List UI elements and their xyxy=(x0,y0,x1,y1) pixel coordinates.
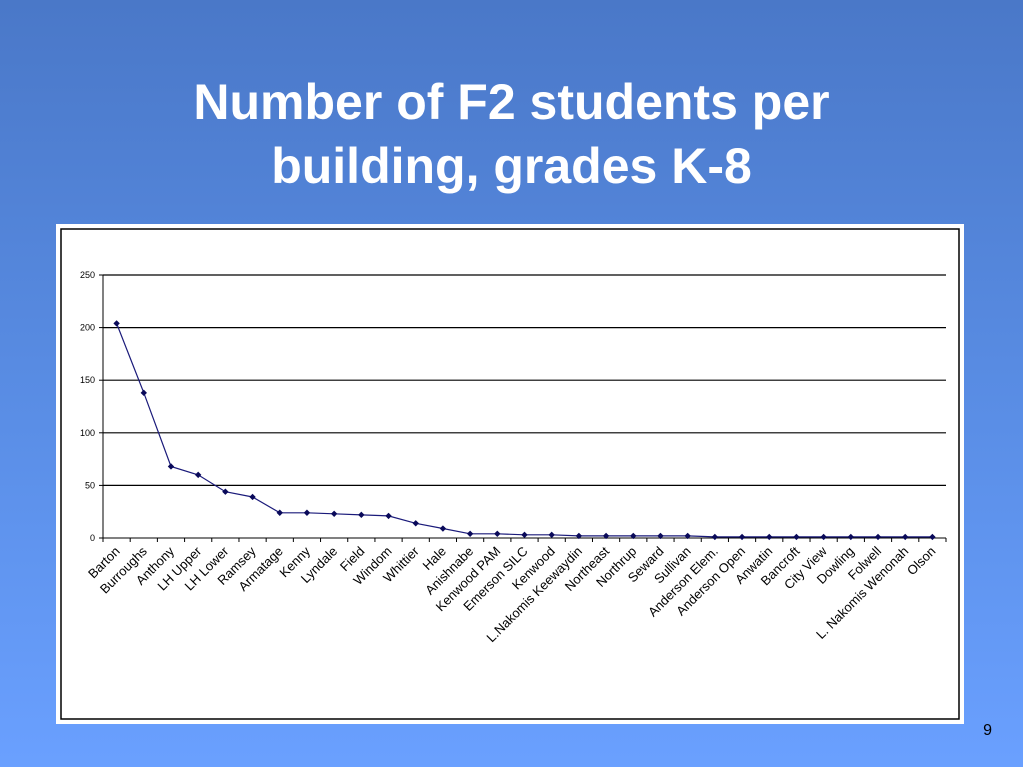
data-point-25 xyxy=(793,533,800,541)
data-point-6 xyxy=(276,509,283,516)
data-point-23 xyxy=(738,533,746,541)
y-tick-label-100: 100 xyxy=(80,428,95,438)
y-tick-label-200: 200 xyxy=(80,323,95,333)
slide-title-line-2: building, grades K-8 xyxy=(271,138,752,194)
slide-title: Number of F2 students per building, grad… xyxy=(0,70,1023,198)
data-point-3 xyxy=(194,471,202,479)
slide-title-line-1: Number of F2 students per xyxy=(193,74,830,130)
y-tick-label-50: 50 xyxy=(85,480,95,490)
data-point-1 xyxy=(140,389,147,397)
data-point-12 xyxy=(439,525,447,532)
data-point-0 xyxy=(113,320,120,327)
data-point-20 xyxy=(657,532,664,540)
data-point-24 xyxy=(766,533,773,541)
y-tick-label-150: 150 xyxy=(80,375,95,385)
y-tick-label-250: 250 xyxy=(80,270,95,280)
data-point-7 xyxy=(303,509,311,516)
data-point-2 xyxy=(167,463,175,470)
data-point-4 xyxy=(222,488,229,495)
data-point-29 xyxy=(902,533,909,541)
data-point-14 xyxy=(494,530,501,537)
data-point-19 xyxy=(630,532,637,540)
chart-border xyxy=(60,228,960,720)
y-tick-labels: 0 50 100 150 200 250 xyxy=(80,270,95,543)
series-layer xyxy=(113,320,936,541)
data-point-13 xyxy=(466,530,474,537)
data-point-5 xyxy=(249,493,256,501)
data-point-18 xyxy=(602,532,610,540)
y-tick-label-0: 0 xyxy=(90,533,95,543)
data-point-15 xyxy=(521,531,528,539)
data-point-17 xyxy=(575,532,583,540)
data-point-21 xyxy=(684,532,691,540)
chart-frame: 0 50 100 150 200 250 Barton Burroughs Anthony LH… xyxy=(56,224,964,724)
gridlines xyxy=(103,274,946,486)
data-point-28 xyxy=(874,533,882,541)
page-number: 9 xyxy=(983,722,992,739)
data-point-26 xyxy=(820,533,827,541)
data-point-22 xyxy=(711,533,719,541)
data-point-11 xyxy=(412,520,419,527)
data-point-30 xyxy=(929,533,936,541)
data-point-27 xyxy=(847,533,855,541)
